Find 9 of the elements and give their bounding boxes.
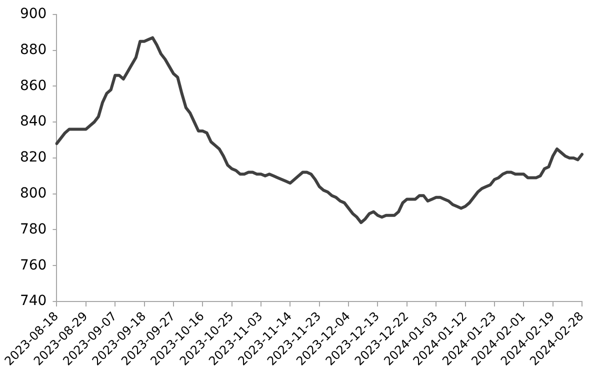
y-tick-label: 780 <box>20 221 47 238</box>
y-tick-label: 900 <box>20 6 47 22</box>
y-tick-label: 760 <box>20 257 47 274</box>
y-tick-label: 820 <box>20 150 47 166</box>
y-tick-label: 840 <box>20 114 47 130</box>
y-tick-label: 860 <box>20 78 47 94</box>
y-tick-label: 880 <box>20 42 47 58</box>
y-tick-label: 740 <box>20 293 47 310</box>
y-tick-label: 800 <box>20 185 47 202</box>
